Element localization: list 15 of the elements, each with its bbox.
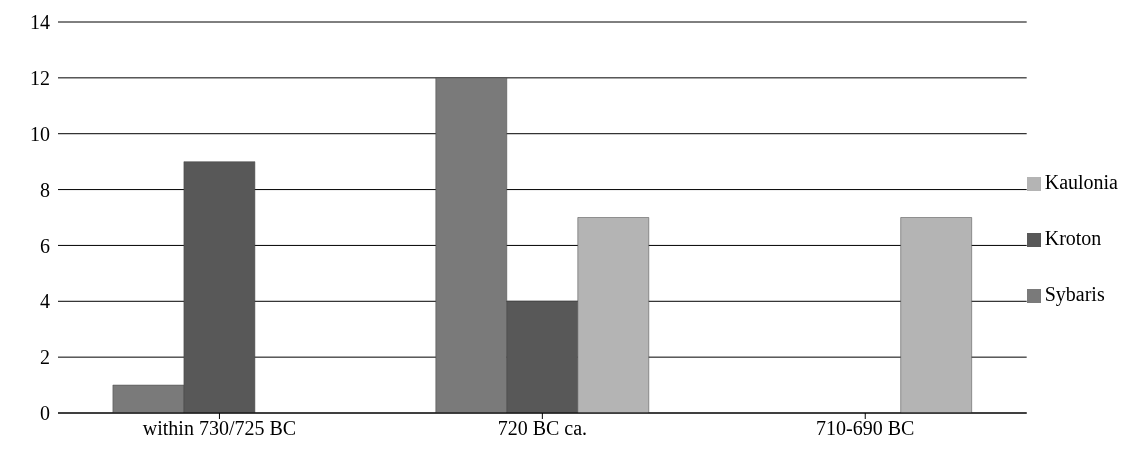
y-tick-label: 2	[40, 346, 50, 369]
x-tick-label: 720 BC ca.	[497, 417, 588, 440]
y-tick-label: 10	[30, 122, 50, 145]
bar	[900, 217, 972, 413]
y-tick-label: 12	[30, 66, 50, 89]
y-tick-label: 8	[40, 178, 50, 201]
x-tick-label: 710-690 BC	[816, 417, 915, 440]
legend-label: Kaulonia	[1044, 171, 1118, 193]
y-tick-label: 6	[40, 234, 50, 257]
legend-label: Kroton	[1044, 227, 1102, 249]
x-tick-label: within 730/725 BC	[142, 417, 297, 440]
legend-label: Sybaris	[1044, 283, 1105, 305]
y-tick-label: 14	[30, 11, 50, 34]
y-tick-label: 4	[40, 290, 50, 313]
y-tick-label: 0	[40, 402, 50, 425]
